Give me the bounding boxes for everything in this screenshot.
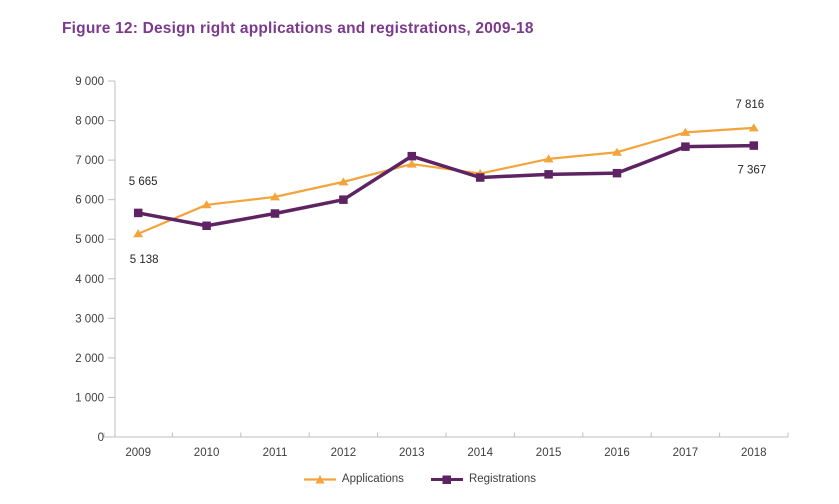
data-point-applications [680, 127, 691, 136]
legend-label-registrations: Registrations [468, 473, 537, 485]
series-line-registrations [137, 143, 754, 228]
data-point-applications [133, 229, 144, 238]
y-axis-label: 4 000 [75, 274, 104, 286]
x-axis-label: 2013 [399, 447, 425, 459]
x-axis-label: 2010 [194, 447, 220, 459]
y-axis-label: 9 000 [75, 76, 104, 88]
data-point-registrations [202, 221, 211, 231]
data-point-registrations [407, 151, 417, 161]
x-axis-label: 2014 [467, 447, 493, 459]
data-point-applications [748, 123, 759, 132]
figure-title: Figure 12: Design right applications and… [62, 20, 534, 37]
x-axis-label: 2011 [263, 447, 288, 459]
chart-legend: Applications Registrations [0, 467, 839, 491]
data-point-applications [338, 177, 349, 186]
y-axis-label: 6 000 [75, 195, 104, 207]
data-point-registrations [133, 208, 143, 218]
x-axis-label: 2009 [125, 447, 151, 459]
data-point-applications [270, 192, 280, 201]
x-axis-label: 2012 [331, 447, 357, 459]
y-axis-label: 0 [98, 432, 104, 444]
x-axis-label: 2017 [673, 447, 699, 459]
data-point-applications [543, 154, 554, 163]
data-point-registrations [681, 142, 690, 151]
data-point-registrations [339, 195, 348, 204]
applications-line-marker-icon [303, 474, 336, 483]
data-point-applications [406, 159, 417, 168]
series-line-applications [137, 126, 754, 235]
legend-item-applications: Applications [303, 473, 404, 485]
y-axis-label: 5 000 [75, 234, 104, 246]
data-label: 5 138 [130, 254, 159, 266]
data-point-registrations [749, 141, 759, 150]
legend-label-applications: Applications [341, 473, 404, 485]
data-label: 7 816 [735, 99, 764, 111]
y-axis-label: 8 000 [75, 116, 104, 128]
y-axis-label: 3 000 [75, 313, 104, 325]
data-point-registrations [612, 168, 622, 178]
registrations-line-marker-icon [430, 475, 463, 484]
data-point-registrations [475, 173, 485, 182]
data-point-applications [612, 147, 622, 156]
legend-item-registrations: Registrations [430, 473, 536, 485]
x-axis-label: 2018 [741, 447, 767, 459]
data-point-applications [201, 200, 212, 209]
data-label: 5 665 [129, 176, 158, 188]
y-axis-label: 2 000 [75, 353, 104, 365]
data-point-registrations [270, 209, 280, 218]
data-label: 7 367 [737, 165, 766, 177]
x-axis-label: 2016 [604, 447, 630, 459]
x-axis-label: 2015 [536, 447, 562, 459]
y-axis-label: 7 000 [75, 155, 104, 167]
data-point-registrations [544, 170, 553, 179]
y-axis-label: 1 000 [75, 392, 104, 404]
